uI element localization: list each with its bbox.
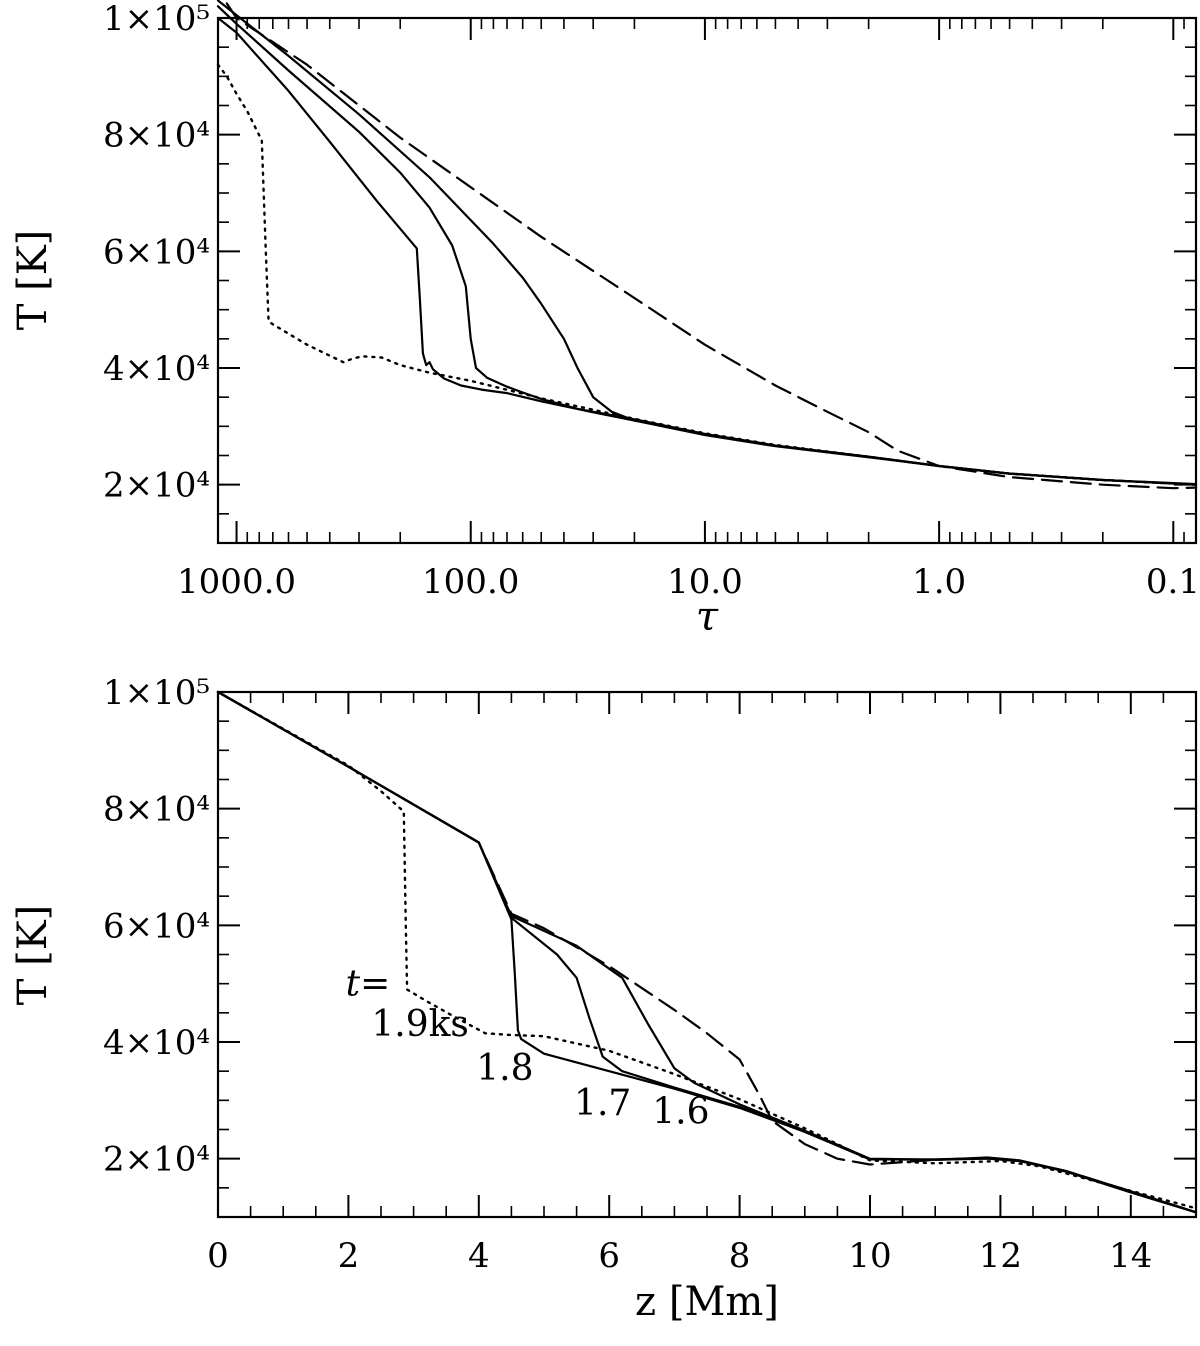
- x-tick-label: 12: [979, 1236, 1022, 1276]
- y-tick-label: 2×10⁴: [103, 1140, 210, 1180]
- series-line-solid-3: [216, 0, 1198, 486]
- x-axis-title-tau: τ: [696, 594, 719, 640]
- x-tick-label: 0: [207, 1236, 229, 1276]
- y-tick-label: 8×10⁴: [103, 790, 210, 830]
- y-tick-label: 2×10⁴: [103, 466, 210, 506]
- series-line-solid-2: [216, 690, 1198, 1214]
- curve-annotation: t=: [346, 963, 391, 1004]
- x-tick-label: 1000.0: [177, 562, 296, 602]
- ticks-tau: [218, 17, 1197, 544]
- x-tick-label: 0.1: [1146, 562, 1200, 602]
- tick-labels-tau: 1×10⁵ 8×10⁴ 6×10⁴ 4×10⁴ 2×10⁴ 1000.0 100.0 10.0…: [103, 0, 1200, 602]
- curve-annotation: 1.8: [476, 1048, 533, 1089]
- series-line-dotted-0: [216, 63, 1198, 486]
- series-line-dashed-4: [225, 2, 1198, 490]
- x-tick-label: 10.0: [667, 562, 743, 602]
- y-tick-label: 6×10⁴: [103, 906, 210, 946]
- y-tick-label: 1×10⁵: [103, 0, 210, 39]
- x-tick-label: 100.0: [422, 562, 519, 602]
- curve-annotation: 1.9ks: [371, 1004, 469, 1045]
- y-axis-title-tau: T [K]: [10, 230, 56, 331]
- curves-tau: [216, 0, 1198, 490]
- x-tick-label: 8: [729, 1236, 751, 1276]
- curve-annotation: 1.6: [652, 1092, 709, 1133]
- curves-z: [216, 690, 1198, 1214]
- y-tick-label: 1×10⁵: [103, 673, 210, 713]
- x-tick-label: 4: [468, 1236, 490, 1276]
- ticks-z: [217, 691, 1197, 1218]
- y-tick-label: 6×10⁴: [103, 232, 210, 272]
- curve-annotation: 1.7: [574, 1083, 631, 1124]
- x-axis-title-z: z [Mm]: [635, 1279, 779, 1325]
- x-tick-label: 6: [598, 1236, 620, 1276]
- series-line-dotted-0: [216, 690, 1198, 1210]
- y-tick-label: 4×10⁴: [103, 1023, 210, 1063]
- y-axis-title-z: T [K]: [10, 905, 56, 1006]
- series-line-dashed-4: [216, 690, 1198, 1214]
- plot-frame-z: [216, 690, 1198, 1219]
- y-tick-label: 4×10⁴: [103, 349, 210, 389]
- tick-labels-z: 1×10⁵ 8×10⁴ 6×10⁴ 4×10⁴ 2×10⁴ 0 2 4 6 8 10 12 14: [103, 673, 1152, 1276]
- series-line-solid-2: [216, 5, 1198, 486]
- series-line-solid-3: [216, 690, 1198, 1214]
- x-tick-label: 14: [1109, 1236, 1152, 1276]
- y-tick-label: 8×10⁴: [103, 116, 210, 156]
- x-tick-label: 10: [848, 1236, 891, 1276]
- x-tick-label: 1.0: [912, 562, 966, 602]
- series-line-solid-1: [216, 690, 1198, 1214]
- panel-tau: 1×10⁵ 8×10⁴ 6×10⁴ 4×10⁴ 2×10⁴ 1000.0 100.0 10.0…: [10, 0, 1200, 640]
- plot-frame-tau: [216, 16, 1198, 545]
- x-tick-label: 2: [338, 1236, 360, 1276]
- series-line-solid-1: [216, 16, 1198, 486]
